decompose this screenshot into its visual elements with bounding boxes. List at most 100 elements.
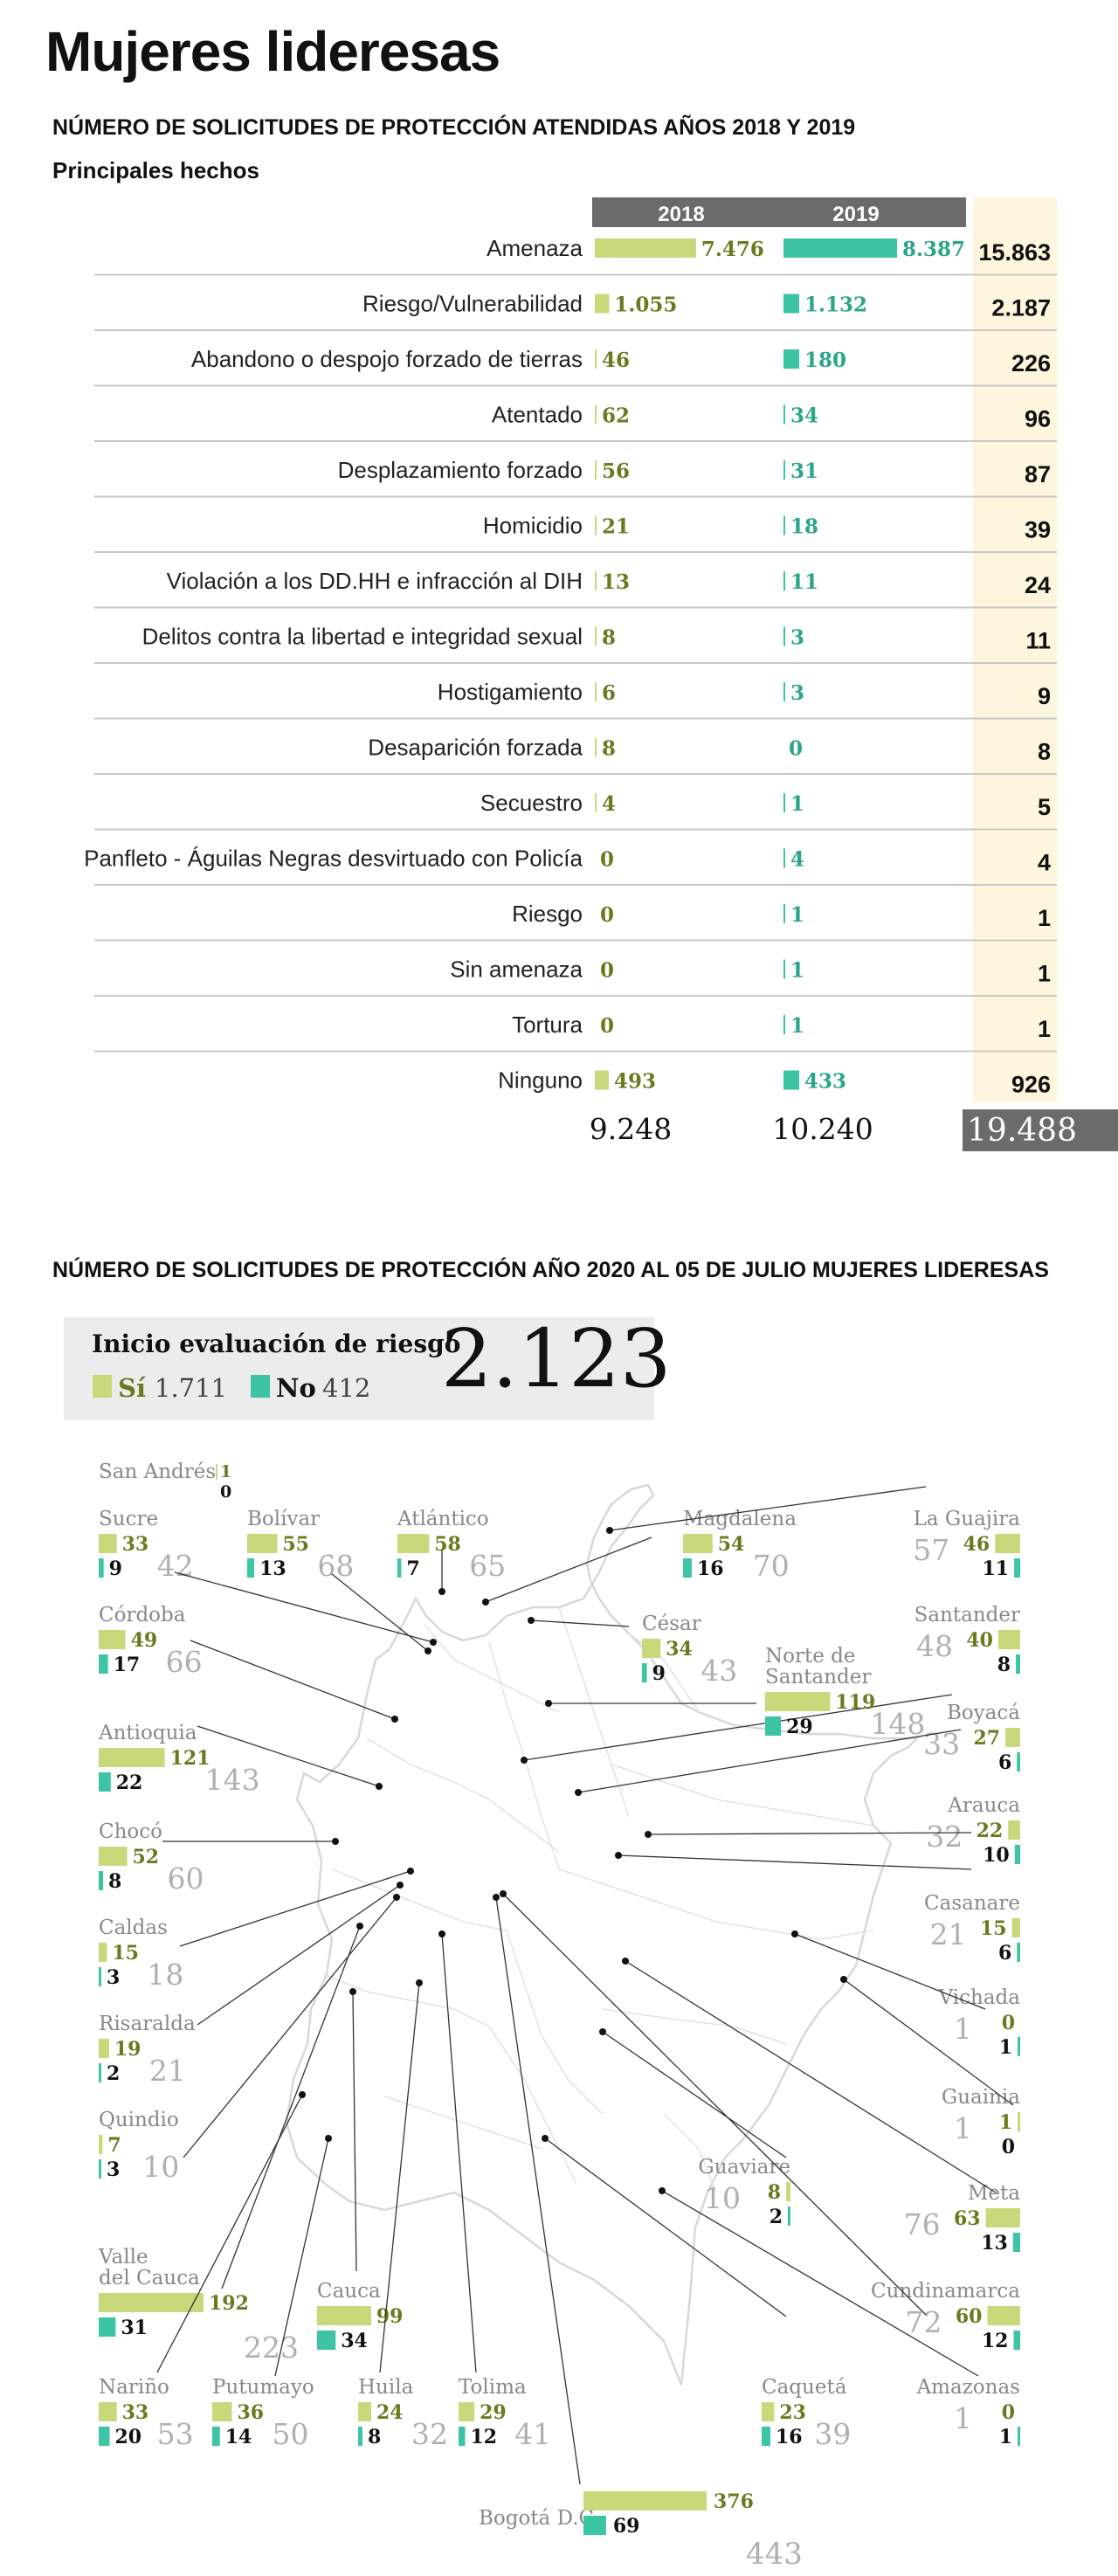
region-dot: [397, 1882, 404, 1889]
map-department-border: [322, 1973, 490, 2027]
region-dot: [332, 1838, 339, 1845]
region-dot: [645, 1831, 652, 1838]
region-risaralda: Risaralda 192 21: [99, 1882, 404, 2088]
bar-2018-label: 13: [602, 570, 630, 594]
value-si: 24: [376, 2401, 404, 2424]
value-si: 376: [714, 2490, 754, 2513]
bar-2019-label: 34: [790, 404, 818, 428]
region-dot: [575, 1789, 582, 1796]
value-no: 9: [109, 1557, 122, 1580]
region-name: Córdoba: [99, 1604, 186, 1626]
region-antioquia: Antioquia 121 22 143: [98, 1722, 383, 1797]
leader-line: [197, 1725, 380, 1787]
region-dot: [791, 1930, 798, 1937]
region-name: Caquetá: [762, 2376, 847, 2399]
value-total: 148: [870, 1707, 925, 1741]
bar-no: [99, 2063, 101, 2082]
map-department-border: [488, 1641, 560, 1870]
map-department-border: [383, 2096, 542, 2150]
bar-2019-label: 433: [804, 1070, 846, 1094]
row-label: Abandono o despojo forzado de tierras: [191, 346, 583, 372]
bar-2018: [595, 404, 597, 425]
value-si: 36: [238, 2401, 265, 2424]
leader-line: [794, 1933, 986, 2010]
bar-si: [247, 1534, 278, 1553]
row-total: 8: [1038, 739, 1051, 765]
value-si: 27: [974, 1727, 1001, 1750]
value-total: 65: [469, 1549, 506, 1583]
bar-2019-label: 31: [790, 459, 818, 483]
bar-si: [1005, 1728, 1020, 1747]
bar-2019-label: 3: [790, 626, 804, 650]
region-dot: [325, 2135, 332, 2142]
value-si: 1: [999, 2111, 1012, 2134]
value-no: 16: [776, 2426, 803, 2448]
bar-2019: [783, 1015, 785, 1034]
table-subtitle: NÚMERO DE SOLICITUDES DE PROTECCIÓN ATEN…: [52, 115, 856, 140]
value-si: 55: [282, 1533, 309, 1556]
row-total: 1: [1038, 905, 1051, 931]
value-total: 48: [916, 1629, 953, 1663]
map-department-border: [331, 1868, 507, 1931]
region-name: Atlántico: [397, 1508, 489, 1530]
bar-2018-label: 1.055: [614, 294, 677, 317]
bar-no: [1014, 1558, 1020, 1578]
value-si: 46: [963, 1533, 990, 1556]
region-dot: [438, 1588, 445, 1595]
leader-line: [331, 1573, 429, 1652]
bar-2019-label: 0: [789, 737, 803, 761]
region-dot: [393, 1894, 400, 1901]
bar-no: [1018, 2427, 1020, 2446]
row-total: 5: [1038, 794, 1051, 820]
value-no: 0: [220, 1482, 231, 1502]
page-title: Mujeres lideresas: [45, 20, 500, 83]
region-dot: [438, 1930, 445, 1937]
bar-2019: [783, 626, 785, 646]
row-total: 1: [1038, 1016, 1051, 1042]
bar-si: [216, 1464, 217, 1480]
region-name: Putumayo: [212, 2376, 314, 2399]
bar-2019-label: 180: [804, 349, 846, 372]
region-dot: [840, 1976, 847, 1983]
bar-no: [1018, 2037, 1020, 2056]
region-name: San Andrés: [99, 1461, 216, 1483]
leader-line: [495, 1896, 581, 2485]
region-name: Caldas: [99, 1916, 168, 1939]
region-name: Nariño: [99, 2376, 169, 2399]
bar-2019: [783, 904, 785, 923]
region-name: del Cauca: [99, 2267, 200, 2289]
bar-no: [1013, 2331, 1020, 2350]
leader-line: [618, 1854, 972, 1870]
region-name: Casanare: [924, 1892, 1020, 1915]
row-total: 39: [1025, 517, 1051, 543]
bar-2018-label: 0: [600, 1014, 614, 1038]
bar-2018-label: 6: [602, 681, 616, 705]
region-name: Huila: [358, 2376, 414, 2399]
legend-no-value: 412: [322, 1373, 371, 1403]
bar-no: [1014, 1845, 1020, 1864]
map-subtitle: NÚMERO DE SOLICITUDES DE PROTECCIÓN AÑO …: [52, 1258, 1049, 1282]
value-si: 99: [376, 2305, 404, 2328]
row-total: 96: [1025, 406, 1051, 432]
region-name: Amazonas: [916, 2376, 1020, 2399]
bar-2019: [783, 571, 785, 590]
value-no: 0: [1002, 2136, 1015, 2158]
value-total: 21: [930, 1917, 967, 1951]
bar-no: [99, 2427, 110, 2446]
series-header-2018: 2018: [658, 203, 704, 226]
bar-2019: [783, 959, 785, 979]
row-label: Riesgo: [512, 901, 583, 927]
table-subtitle-secondary: Principales hechos: [52, 157, 259, 183]
region-name: Arauca: [947, 1794, 1020, 1817]
value-total: 21: [149, 2054, 186, 2088]
bar-no: [642, 1663, 647, 1682]
region-dot: [493, 1894, 500, 1901]
bar-2018-label: 8: [602, 737, 616, 761]
bar-2019-label: 8.387: [902, 238, 965, 261]
bar-no: [459, 2427, 466, 2446]
bar-si: [212, 2402, 232, 2421]
